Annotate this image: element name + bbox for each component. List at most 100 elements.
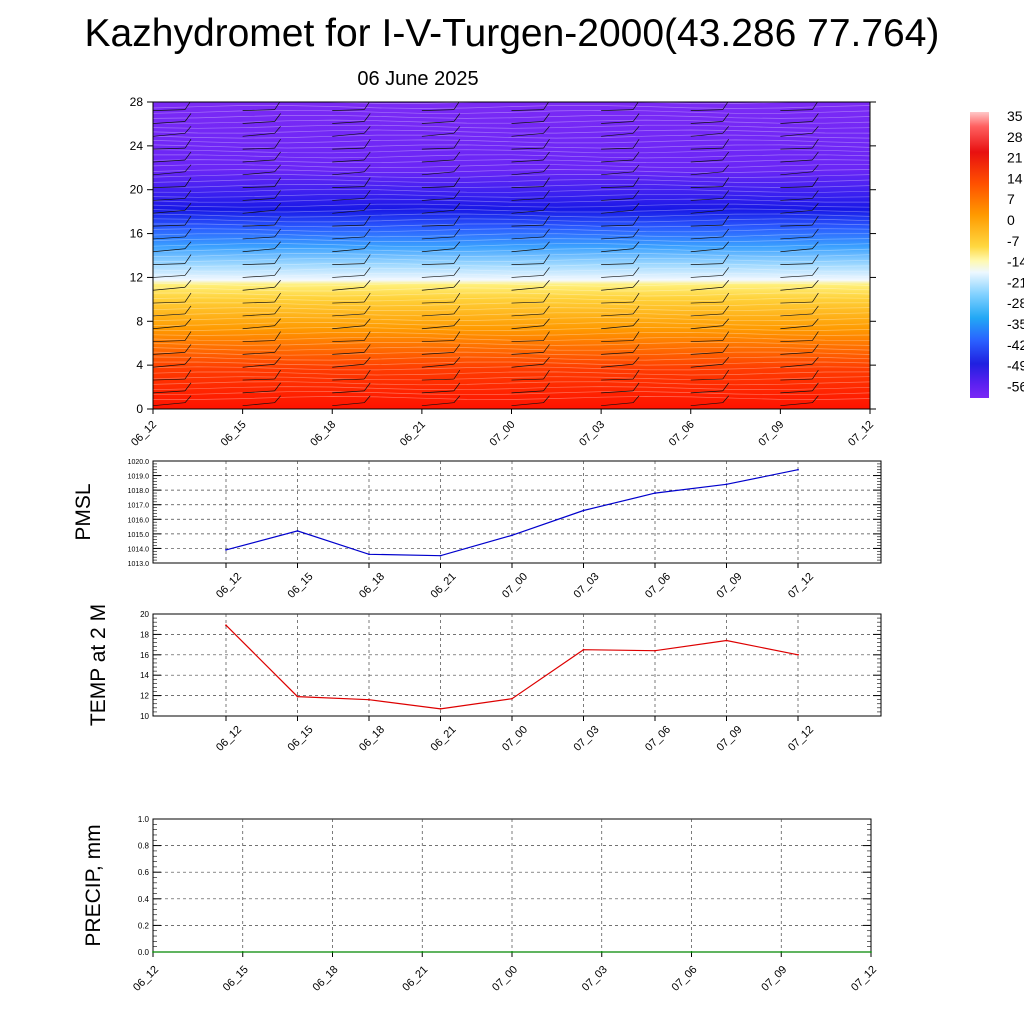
wind-barb [690, 159, 723, 163]
wind-barb [153, 132, 186, 137]
wind-barb-flag [812, 126, 819, 134]
wind-barb [690, 378, 723, 381]
y-tick-label: 0.6 [138, 868, 150, 877]
wind-barb [421, 390, 454, 394]
wind-barb-flag [274, 151, 281, 161]
contour-line [153, 336, 870, 341]
wind-barb-flag [632, 305, 640, 315]
wind-barb [332, 301, 365, 304]
wind-barb [421, 275, 454, 278]
contour-line [153, 297, 870, 302]
wind-barb-flag [632, 177, 640, 187]
wind-barb [332, 352, 365, 355]
contour-line [153, 102, 805, 104]
wind-barb [601, 301, 634, 304]
wind-barb-flag [722, 228, 730, 238]
wind-barb-flag [363, 356, 371, 365]
colorbar-label: 28 [1007, 129, 1023, 145]
wind-barb [511, 171, 544, 176]
x-tick-label: 06_18 [308, 419, 338, 449]
wind-barb-flag [902, 165, 908, 172]
data-point [296, 695, 299, 698]
wind-barb [332, 263, 365, 265]
wind-barb [421, 286, 454, 291]
data-point [870, 951, 872, 953]
wind-barb [332, 198, 365, 201]
wind-barb [780, 390, 813, 394]
y-tick-label: 0 [136, 402, 143, 416]
x-tick-label: 06_15 [219, 419, 249, 449]
wind-barb [421, 236, 454, 240]
wind-barb [780, 147, 813, 150]
data-point [511, 951, 513, 953]
wind-barb [869, 200, 870, 201]
x-tick-label: 06_18 [357, 571, 387, 601]
data-point [225, 624, 227, 627]
wind-barb [242, 132, 275, 137]
wind-barb-flag [812, 280, 819, 288]
wind-barb-flag [543, 395, 550, 403]
wind-barb-flag [453, 331, 461, 341]
wind-barb [780, 159, 813, 163]
wind-barb-flag [812, 305, 819, 315]
wind-barb [153, 390, 186, 394]
contour-line [153, 332, 870, 336]
wind-barb [601, 248, 634, 253]
wind-barb [242, 340, 275, 342]
wind-barb-flag [722, 203, 730, 211]
wind-barb [511, 275, 544, 278]
y-tick-label: 0.8 [138, 842, 150, 851]
wind-barb-flag [274, 356, 281, 365]
wind-barb-flag [632, 344, 640, 353]
contour-line [153, 272, 870, 277]
wind-barb [780, 248, 813, 253]
wind-barb [690, 340, 723, 342]
wind-barb-flag [453, 395, 461, 403]
wind-barb [780, 186, 813, 188]
wind-barb [153, 248, 186, 253]
contour-line [153, 144, 870, 149]
contour-line [153, 366, 870, 371]
wind-barb [690, 171, 723, 176]
colorbar-bar [970, 112, 989, 398]
wind-barb-flag [543, 126, 550, 134]
wind-barb [601, 363, 634, 368]
contour-line [153, 129, 870, 134]
y-tick-label: 1.0 [138, 815, 150, 824]
wind-barb [869, 187, 870, 188]
wind-barb [601, 109, 634, 112]
wind-barb [601, 121, 634, 124]
x-tick-label: 07_09 [715, 724, 745, 754]
wind-barb [780, 313, 813, 317]
wind-barb-flag [543, 215, 550, 226]
wind-barb [153, 147, 186, 150]
wind-barb-flag [274, 280, 281, 288]
wind-barb [601, 198, 634, 201]
data-point [511, 697, 513, 700]
wind-barb-flag [453, 190, 461, 199]
wind-barb-flag [543, 369, 550, 380]
x-tick-label: 07_00 [500, 571, 530, 601]
y-tick-label: 10 [140, 712, 149, 721]
contour-line [153, 317, 870, 321]
wind-barb-flag [184, 164, 192, 173]
contour-line [153, 124, 870, 129]
wind-barb [690, 109, 723, 112]
wind-barb-flag [363, 292, 371, 303]
wind-barb [601, 313, 634, 317]
wind-barb [242, 159, 275, 163]
wind-barb [242, 325, 275, 330]
wind-barb [332, 121, 365, 124]
wind-barb-flag [632, 331, 640, 341]
x-tick-label: 07_06 [667, 419, 697, 449]
wind-barb [153, 352, 186, 355]
wind-barb-flag [632, 267, 640, 276]
y-tick-label: 12 [130, 270, 144, 284]
wind-barb [332, 390, 365, 394]
wind-barb [869, 238, 870, 239]
wind-barb [601, 390, 634, 394]
wind-barb [242, 378, 275, 381]
wind-barb-flag [184, 203, 192, 211]
wind-barb [690, 275, 723, 278]
wind-barb [153, 109, 186, 112]
